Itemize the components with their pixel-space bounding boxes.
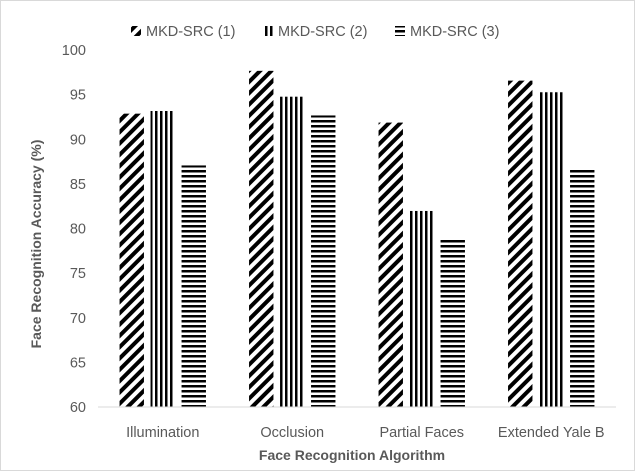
bar [248, 70, 275, 408]
legend-label: MKD-SRC (3) [410, 24, 499, 40]
legend-swatch [395, 26, 405, 36]
legend-swatch [131, 26, 141, 36]
y-tick-label: 85 [70, 177, 86, 193]
y-tick-label: 95 [70, 88, 86, 104]
x-axis-title: Face Recognition Algorithm [259, 447, 445, 463]
bar [507, 80, 534, 408]
bar [180, 164, 207, 408]
bar [279, 96, 306, 408]
bar [538, 91, 565, 408]
y-tick-label: 75 [70, 266, 86, 282]
bar [310, 114, 337, 408]
legend-label: MKD-SRC (2) [278, 24, 367, 40]
y-tick-label: 90 [70, 132, 86, 148]
y-tick-label: 60 [70, 400, 86, 416]
x-category-label: Extended Yale B [498, 425, 605, 441]
y-axis-title: Face Recognition Accuracy (%) [28, 140, 44, 349]
bar [149, 110, 176, 408]
bar [118, 113, 145, 408]
y-axis-ticks: 60 65 70 75 80 85 90 95 100 [62, 43, 86, 416]
x-category-label: Illumination [126, 425, 199, 441]
bar [377, 121, 404, 408]
bar [569, 167, 596, 408]
y-tick-label: 100 [62, 43, 86, 59]
y-tick-label: 65 [70, 355, 86, 371]
legend-label: MKD-SRC (1) [146, 24, 235, 40]
bar [408, 210, 435, 408]
x-category-label: Partial Faces [379, 425, 464, 441]
y-tick-label: 70 [70, 311, 86, 327]
legend: MKD-SRC (1) MKD-SRC (2) MKD-SRC (3) [131, 24, 499, 40]
y-tick-label: 80 [70, 222, 86, 238]
x-axis-categories: Illumination Occlusion Partial Faces Extend… [126, 425, 605, 441]
bar [439, 238, 466, 408]
bars [118, 70, 596, 408]
legend-swatch [263, 26, 273, 36]
x-category-label: Occlusion [260, 425, 324, 441]
